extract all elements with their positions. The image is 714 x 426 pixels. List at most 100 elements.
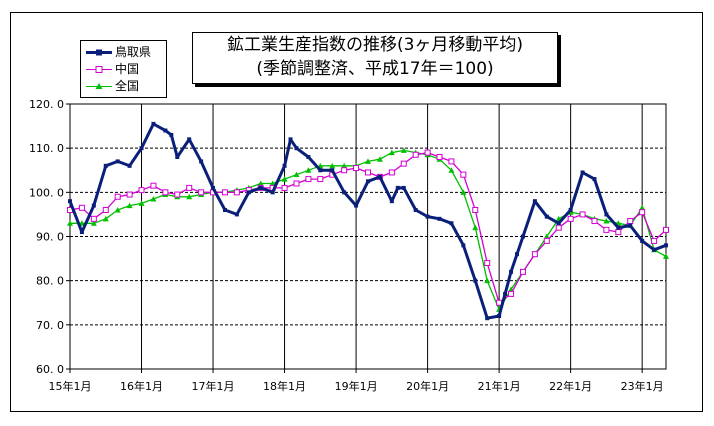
data-point-chugoku [102,207,109,213]
legend-swatch-tottori [86,49,112,56]
data-point-tottori [592,177,597,182]
data-point-chugoku [424,149,431,156]
data-point-tottori [91,203,96,208]
data-point-tottori [282,163,287,168]
data-point-chugoku [472,207,479,213]
data-point-national [90,220,97,226]
data-point-tottori [461,243,466,248]
axis-layer [66,103,667,373]
data-point-chugoku [663,226,669,233]
legend-label-national: 全国 [115,79,140,93]
data-point-chugoku [198,189,205,196]
data-point-tottori [246,190,251,195]
data-point-chugoku [436,154,443,160]
data-point-chugoku [555,224,562,231]
data-point-tottori [342,190,347,195]
y-tick-label: 120. 0 [29,98,64,111]
x-tick-label: 20年1月 [406,379,449,393]
data-point-national [186,193,193,200]
legend-item-tottori: 鳥取県 [85,44,165,61]
data-point-national [150,195,157,202]
data-point-chugoku [150,182,157,189]
data-point-chugoku [365,169,371,176]
label-layer: 60. 0 70. 0 80. 0 90. 0 100. 0 110. 0 120. 0 15… [29,98,664,393]
data-point-national [400,147,407,153]
data-point-chugoku [293,180,300,187]
chart-legend: 鳥取県 中国 全国 [80,40,167,98]
data-point-national [341,162,348,169]
data-point-chugoku [651,237,658,244]
data-point-national [305,167,312,173]
x-tick-label: 19年1月 [335,379,378,393]
data-point-chugoku [281,184,288,191]
data-point-tottori [294,146,299,151]
y-tick-label: 90. 0 [36,231,64,244]
data-point-chugoku [78,204,85,211]
data-point-tottori [103,163,108,168]
data-point-chugoku [603,226,610,233]
data-point-chugoku [460,171,467,178]
data-point-tottori [640,238,645,243]
data-point-chugoku [388,169,395,176]
data-point-tottori [366,179,370,184]
x-tick-label: 18年1月 [263,379,306,393]
data-point-national [603,218,610,224]
plot-border [69,103,667,370]
grid-layer [70,103,666,369]
data-point-tottori [449,221,454,226]
data-point-chugoku [508,290,515,297]
data-point-tottori [288,137,293,142]
data-point-tottori [199,159,204,164]
x-tick-label: 21年1月 [478,379,521,393]
data-point-tottori [389,199,394,204]
data-point-tottori [115,159,120,164]
data-point-chugoku [484,260,491,266]
data-point-tottori [485,316,490,321]
legend-item-national: 全国 [85,78,165,95]
y-tick-label: 80. 0 [36,275,64,288]
data-point-tottori [532,199,537,204]
data-point-national [663,253,669,259]
data-point-tottori [306,155,311,159]
data-point-chugoku [174,191,181,198]
y-tick-label: 110. 0 [29,142,64,155]
data-point-tottori [169,132,174,137]
legend-item-chugoku: 中国 [85,61,165,78]
data-point-chugoku [126,191,133,198]
data-point-national [257,180,264,186]
data-point-chugoku [531,251,538,258]
data-point-national [102,215,109,222]
data-point-national [126,202,133,209]
data-point-chugoku [305,176,312,183]
data-point-chugoku [186,184,193,191]
legend-label-chugoku: 中国 [115,62,140,76]
legend-swatch-national [86,83,112,89]
data-point-national [67,220,73,226]
data-point-tottori [515,252,519,257]
data-point-tottori [395,185,400,190]
legend-label-tottori: 鳥取県 [115,45,152,59]
data-point-tottori [509,269,514,274]
data-point-chugoku [615,229,622,236]
data-point-chugoku [341,167,348,174]
data-point-tottori [127,163,132,168]
data-point-tottori [628,223,633,228]
data-point-tottori [425,214,430,219]
data-point-tottori [187,137,192,142]
data-point-tottori [163,128,168,133]
data-point-national [269,180,276,186]
data-point-tottori [330,168,335,173]
data-point-tottori [604,212,609,217]
data-point-national [639,204,646,211]
legend-swatch-chugoku [86,66,112,73]
data-point-tottori [222,208,227,212]
y-tick-label: 70. 0 [36,319,64,332]
data-point-chugoku [567,215,574,222]
data-point-chugoku [221,189,228,196]
data-point-tottori [211,185,216,190]
data-point-chugoku [412,151,419,158]
x-tick-label: 22年1月 [549,379,592,393]
data-point-tottori [664,243,668,248]
data-point-tottori [652,247,657,252]
